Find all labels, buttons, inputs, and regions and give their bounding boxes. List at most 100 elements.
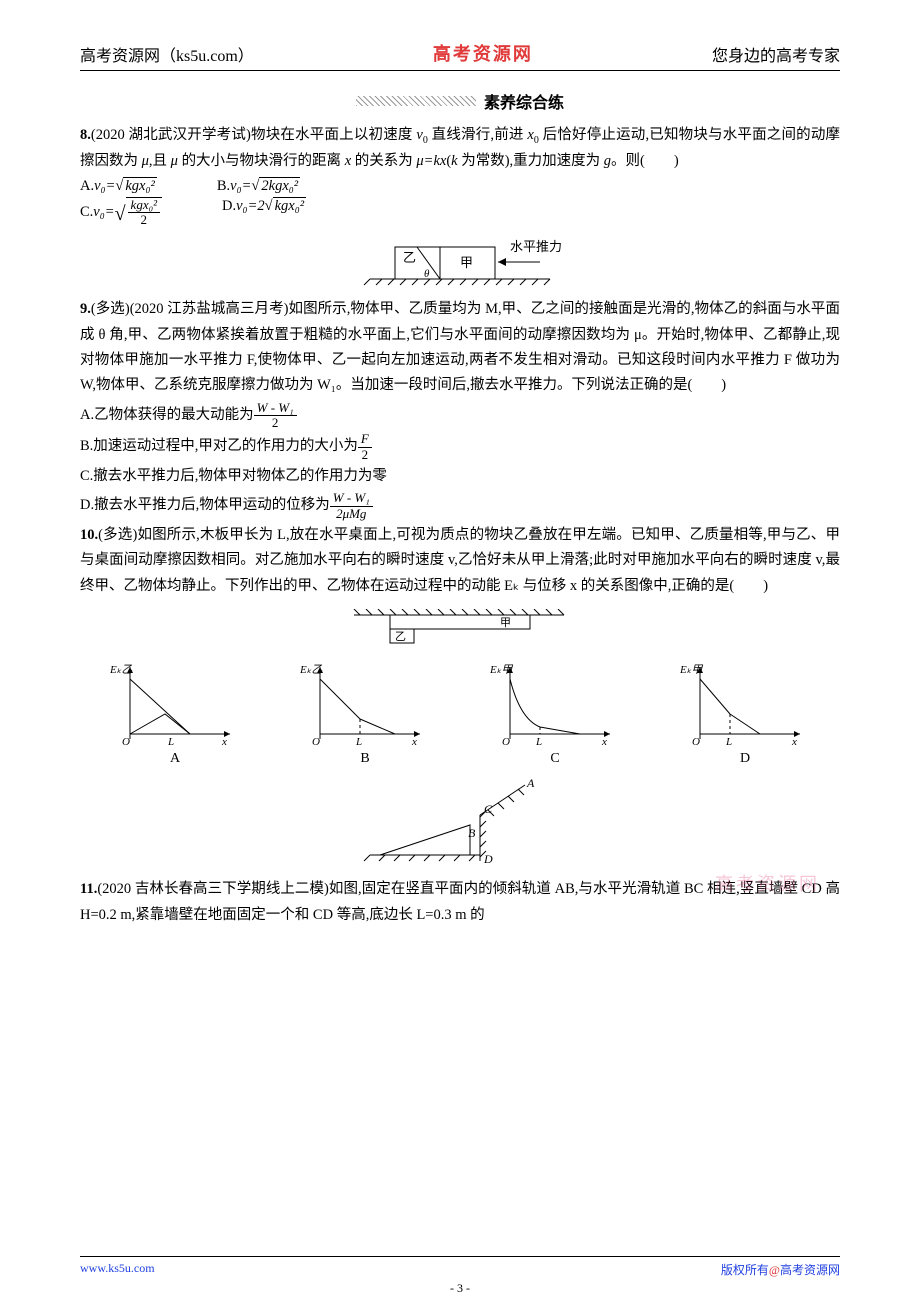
q8-t4: ,且 <box>149 153 171 169</box>
q11-source: (2020 吉林长春高三下学期线上二模) <box>97 881 329 897</box>
page-number: - 3 - <box>0 1281 920 1296</box>
question-9: 9.(多选)(2020 江苏盐城高三月考)如图所示,物体甲、乙质量均为 M,甲、… <box>80 297 840 399</box>
svg-text:L: L <box>355 736 362 748</box>
q10-graph-b-label: B <box>300 751 430 767</box>
fig-theta: θ <box>424 268 430 280</box>
q8-t2: 直线滑行,前进 <box>428 127 528 143</box>
q8-rel: μ=kx <box>416 153 446 169</box>
svg-text:O: O <box>312 736 320 748</box>
svg-text:D: D <box>483 852 493 866</box>
section-title: 素养综合练 <box>484 95 564 112</box>
footer-right-pre: 版权所有 <box>721 1263 769 1277</box>
footer-right-post: 高考资源网 <box>780 1263 840 1277</box>
q9-d-pre: D.撤去水平推力后,物体甲运动的位移为 <box>80 498 330 514</box>
q10-top-figure: 乙 甲 <box>80 609 840 649</box>
q10-top-jia: 甲 <box>500 617 511 629</box>
q9-a-den: 2 <box>254 416 297 430</box>
fig-arrow-label: 水平推力 <box>510 239 562 254</box>
svg-text:B: B <box>468 826 476 840</box>
q8-c-num: kgx₀² <box>128 198 160 213</box>
q8-t5: 的大小与物块滑行的距离 <box>178 153 345 169</box>
q8-a-label: A. <box>80 178 94 194</box>
q9-b-den: 2 <box>358 448 372 462</box>
footer-copyright: 版权所有@高考资源网 <box>721 1261 840 1278</box>
q10-graph-d: Eₖ甲 O L x D <box>680 659 810 767</box>
q8-d-label: D. <box>222 198 236 214</box>
svg-text:Eₖ甲: Eₖ甲 <box>490 664 513 676</box>
q10-multi: (多选) <box>98 527 137 543</box>
svg-text:O: O <box>502 736 510 748</box>
question-10: 10.(多选)如图所示,木板甲长为 L,放在水平桌面上,可视为质点的物块乙叠放在… <box>80 523 840 599</box>
q8-g: g <box>604 153 611 169</box>
header-right: 您身边的高考专家 <box>712 42 840 66</box>
svg-text:x: x <box>221 736 227 748</box>
q8-b-lhs: v₀= <box>230 178 251 194</box>
q8-b-rad: 2kgx₀² <box>259 177 300 195</box>
q8-b-label: B. <box>217 178 230 194</box>
q10-graph-a-label: A <box>110 751 240 767</box>
q10-graph-c: Eₖ甲 O L x C <box>490 659 620 767</box>
svg-text:Eₖ乙: Eₖ乙 <box>300 664 322 676</box>
q10-top-svg: 乙 甲 <box>350 609 570 649</box>
svg-text:A: A <box>526 777 535 790</box>
q8-options-row1: A.v₀=√kgx₀² B.v₀=√2kgx₀² <box>80 177 840 195</box>
q8-source: (2020 湖北武汉开学考试) <box>91 127 251 143</box>
q9-a-num: W - W₁ <box>254 401 297 416</box>
q9-d-num: W - W₁ <box>330 491 373 506</box>
q8-a-lhs: v₀= <box>94 178 115 194</box>
svg-text:x: x <box>601 736 607 748</box>
hatch-decoration <box>356 96 476 106</box>
q10-graph-c-label: C <box>490 751 620 767</box>
header-left: 高考资源网（ks5u.com） <box>80 42 254 66</box>
q9-figure: 乙 甲 θ 水平推力 <box>80 237 840 287</box>
q10-top-yi: 乙 <box>395 630 406 643</box>
q8-t6: 的关系为 <box>351 153 416 169</box>
question-11: 11.(2020 吉林长春高三下学期线上二模)如图,固定在竖直平面内的倾斜轨道 … <box>80 877 840 928</box>
q10-number: 10. <box>80 527 98 543</box>
svg-text:L: L <box>167 736 174 748</box>
q11-figure: A C B D <box>80 777 840 867</box>
q9-multi: (多选) <box>91 301 130 317</box>
q8-a-rad: kgx₀² <box>123 177 157 195</box>
footer-at: @ <box>769 1263 780 1277</box>
q10-graph-d-label: D <box>680 751 810 767</box>
q11-number: 11. <box>80 881 97 897</box>
header-center-logo: 高考资源网 <box>433 40 533 66</box>
svg-text:x: x <box>791 736 797 748</box>
q10-body: 如图所示,木板甲长为 L,放在水平桌面上,可视为质点的物块乙叠放在甲左端。已知甲… <box>80 527 840 594</box>
q11-svg: A C B D <box>360 777 560 867</box>
footer-url: www.ks5u.com <box>80 1261 155 1278</box>
page-header: 高考资源网（ks5u.com） 高考资源网 您身边的高考专家 <box>80 40 840 71</box>
page-footer: www.ks5u.com 版权所有@高考资源网 <box>80 1256 840 1278</box>
q9-option-d: D.撤去水平推力后,物体甲运动的位移为W - W₁2μMg <box>80 491 840 521</box>
q10-graph-a: Eₖ乙 O L x A <box>110 659 240 767</box>
q10-graph-b: Eₖ乙 O L x B <box>300 659 430 767</box>
q8-t1: 物块在水平面上以初速度 <box>251 127 417 143</box>
q8-option-a: A.v₀=√kgx₀² <box>80 177 157 195</box>
q8-t9: 。则( ) <box>611 153 679 169</box>
q9-option-b: B.加速运动过程中,甲对乙的作用力的大小为F2 <box>80 432 840 462</box>
q8-mu: μ <box>142 153 149 169</box>
q9-number: 9. <box>80 301 91 317</box>
q9-option-a: A.乙物体获得的最大动能为W - W₁2 <box>80 401 840 431</box>
q8-mu2: μ <box>171 153 178 169</box>
svg-text:O: O <box>122 736 130 748</box>
q8-c-lhs: v₀= <box>93 204 114 220</box>
q9-b-pre: B.加速运动过程中,甲对乙的作用力的大小为 <box>80 439 358 455</box>
q8-d-lhs: v₀=2 <box>236 198 265 214</box>
q8-c-label: C. <box>80 204 93 220</box>
fig-yi: 乙 <box>403 250 416 265</box>
section-title-row: 素养综合练 <box>80 89 840 113</box>
q8-option-c: C.v₀=√kgx₀²2 <box>80 197 162 228</box>
q9-option-c: C.撤去水平推力后,物体甲对物体乙的作用力为零 <box>80 464 840 489</box>
svg-text:Eₖ乙: Eₖ乙 <box>110 664 132 676</box>
q8-t8: 为常数),重力加速度为 <box>458 153 604 169</box>
q8-d-rad: kgx₀² <box>273 197 307 215</box>
svg-text:Eₖ甲: Eₖ甲 <box>680 664 703 676</box>
svg-text:C: C <box>484 802 493 816</box>
q8-options-row2: C.v₀=√kgx₀²2 D.v₀=2√kgx₀² <box>80 197 840 228</box>
fig-jia: 甲 <box>460 255 473 270</box>
q8-option-d: D.v₀=2√kgx₀² <box>222 197 306 228</box>
q8-c-den: 2 <box>128 213 160 227</box>
q10-graph-grid: Eₖ乙 O L x A Eₖ乙 O L x B <box>80 659 840 767</box>
